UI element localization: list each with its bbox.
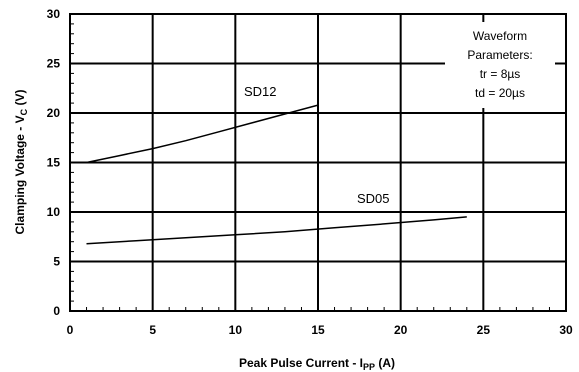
y-tick-label: 15 [47, 156, 61, 170]
series-line-sd05 [86, 216, 467, 245]
annotation-line: tr = 8µs [480, 67, 521, 81]
series-line-sd12 [86, 104, 319, 164]
series-lines [86, 104, 467, 245]
annotation-line: Waveform [473, 29, 527, 43]
x-tick-label: 15 [311, 323, 325, 337]
x-tick-label: 20 [394, 323, 408, 337]
x-tick-label: 30 [559, 323, 573, 337]
plot-frame [69, 13, 567, 312]
series-labels: SD12 SD05 [244, 84, 390, 206]
y-tick-label: 25 [47, 57, 61, 71]
x-tick-label: 0 [67, 323, 74, 337]
annotation-box [445, 22, 555, 108]
series-label-sd12: SD12 [244, 84, 277, 99]
x-tick-label: 25 [477, 323, 491, 337]
y-tick-labels: 0 5 10 15 20 25 30 [47, 7, 61, 318]
y-tick-label: 10 [47, 205, 61, 219]
x-tick-labels: 0 5 10 15 20 25 30 [67, 323, 573, 337]
y-tick-label: 0 [53, 304, 60, 318]
x-tick-label: 5 [149, 323, 156, 337]
y-axis-label: Clamping Voltage - VC (V) [13, 90, 29, 235]
series-label-sd05: SD05 [357, 191, 390, 206]
x-axis-label: Peak Pulse Current - IPP (A) [239, 356, 395, 372]
y-tick-label: 30 [47, 7, 61, 21]
y-tick-label: 5 [53, 255, 60, 269]
annotation-line: Parameters: [467, 48, 532, 62]
waveform-annotation: Waveform Parameters: tr = 8µs td = 20µs [467, 29, 532, 100]
annotation-line: td = 20µs [475, 86, 525, 100]
y-tick-label: 20 [47, 106, 61, 120]
x-tick-label: 10 [229, 323, 243, 337]
